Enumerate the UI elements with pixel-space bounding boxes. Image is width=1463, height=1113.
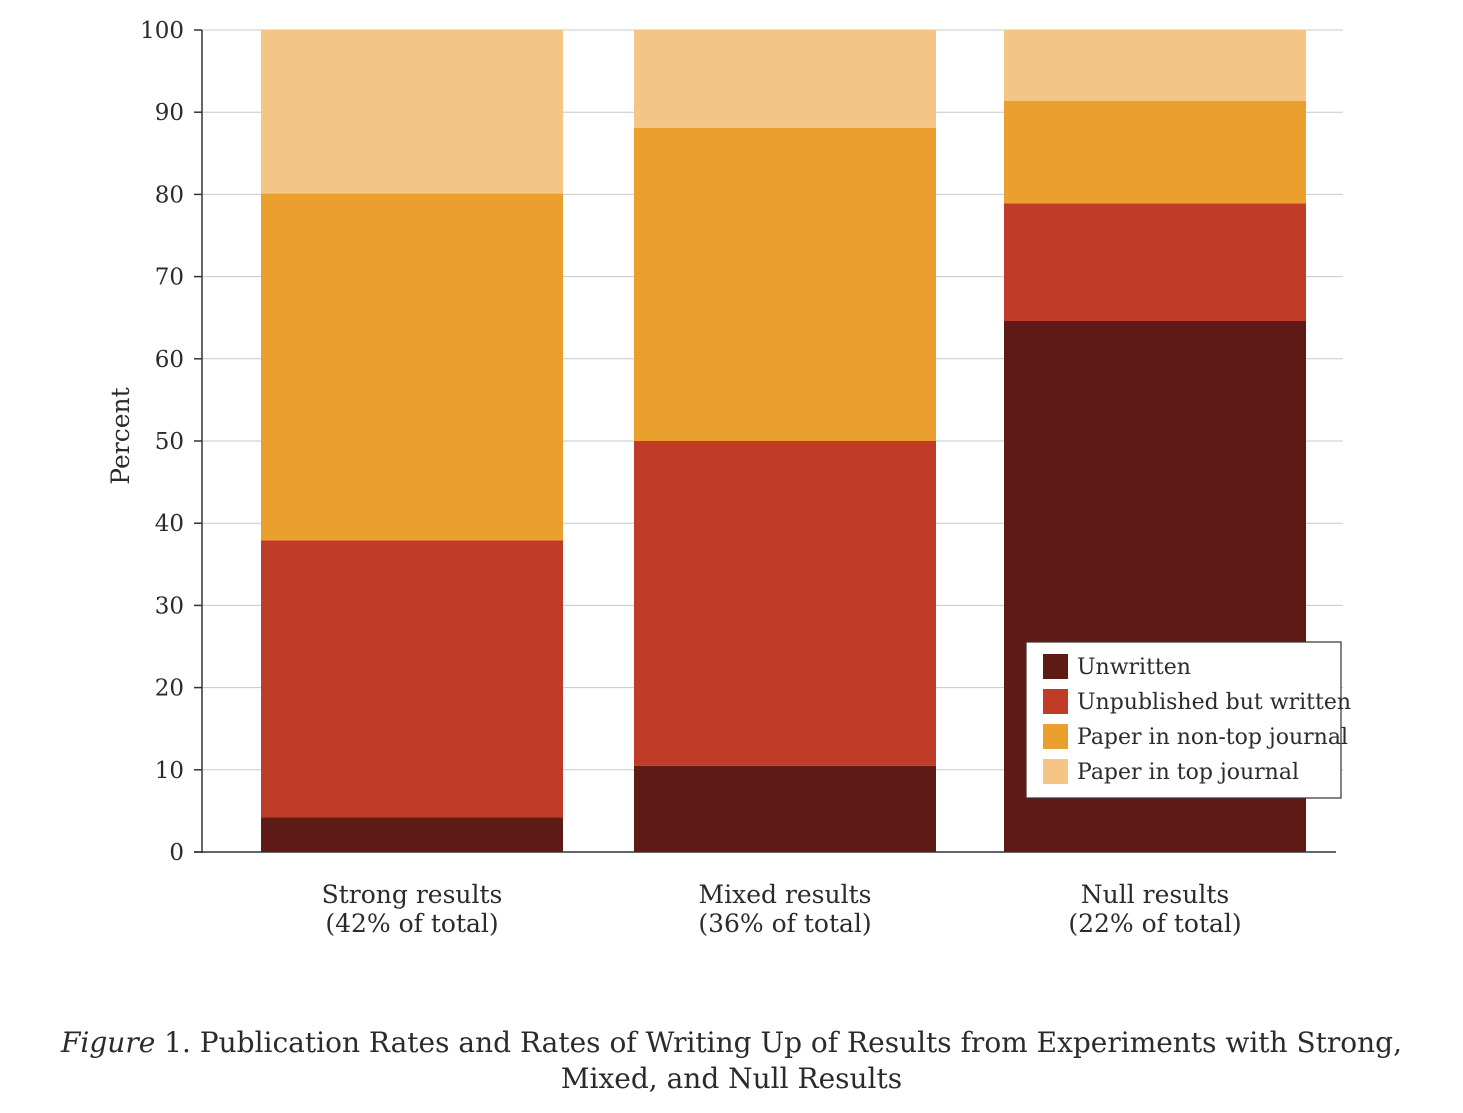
y-tick-labels: 0 10 20 30 40 50 60 70 80 90 100 (140, 18, 184, 866)
bar-segment (1004, 203, 1306, 321)
figure-caption: Figure 1. Publication Rates and Rates of… (10, 1025, 1453, 1097)
legend-swatch (1043, 689, 1068, 714)
legend-swatch (1043, 654, 1068, 679)
legend-label: Unwritten (1077, 655, 1191, 680)
x-category-sublabel: (36% of total) (698, 909, 871, 938)
bar-segment (261, 30, 563, 194)
x-category-labels: Strong results(42% of total) Mixed result… (322, 880, 1242, 938)
bar-segment (634, 441, 936, 766)
bar-segment (261, 817, 563, 852)
bar-segment (261, 540, 563, 818)
bars (261, 30, 1306, 852)
y-tick-label: 20 (155, 676, 184, 702)
y-tick-label: 70 (155, 265, 184, 291)
bar-segment (1004, 30, 1306, 101)
y-tick-label: 60 (155, 347, 184, 373)
x-category-sublabel: (42% of total) (325, 909, 498, 938)
x-category-label: Strong results (322, 880, 503, 909)
bar-segment (261, 193, 563, 541)
bar-segment (634, 30, 936, 128)
x-category-label: Mixed results (699, 880, 872, 909)
y-tick-label: 50 (155, 429, 184, 455)
caption-text: 1. Publication Rates and Rates of Writin… (155, 1026, 1403, 1095)
x-category-label: Null results (1081, 880, 1229, 909)
y-tick-label: 90 (155, 100, 184, 126)
y-tick-label: 30 (155, 593, 184, 619)
caption-figure-label: Figure (60, 1026, 156, 1059)
legend-box (1025, 641, 1342, 799)
axes (194, 29, 1336, 853)
bar-segment (634, 765, 936, 852)
x-category-sublabel: (22% of total) (1068, 909, 1241, 938)
legend-label: Unpublished but written (1077, 690, 1351, 715)
y-tick-label: 80 (155, 182, 184, 208)
legend-label: Paper in top journal (1077, 760, 1299, 785)
legend: Unwritten Unpublished but written Paper in… (1025, 641, 1351, 799)
stacked-bar-chart: 0 10 20 30 40 50 60 70 80 90 100 Strong results(42… (106, 18, 1351, 938)
y-tick-label: 0 (169, 840, 184, 866)
y-tick-label: 100 (140, 18, 184, 44)
legend-swatch (1043, 724, 1068, 749)
y-axis-title: Percent (106, 387, 135, 484)
legend-swatch (1043, 759, 1068, 784)
legend-label: Paper in non-top journal (1077, 725, 1348, 750)
bar-segment (1004, 100, 1306, 204)
y-tick-label: 40 (155, 511, 184, 537)
y-tick-label: 10 (155, 758, 184, 784)
bar-segment (634, 127, 936, 442)
